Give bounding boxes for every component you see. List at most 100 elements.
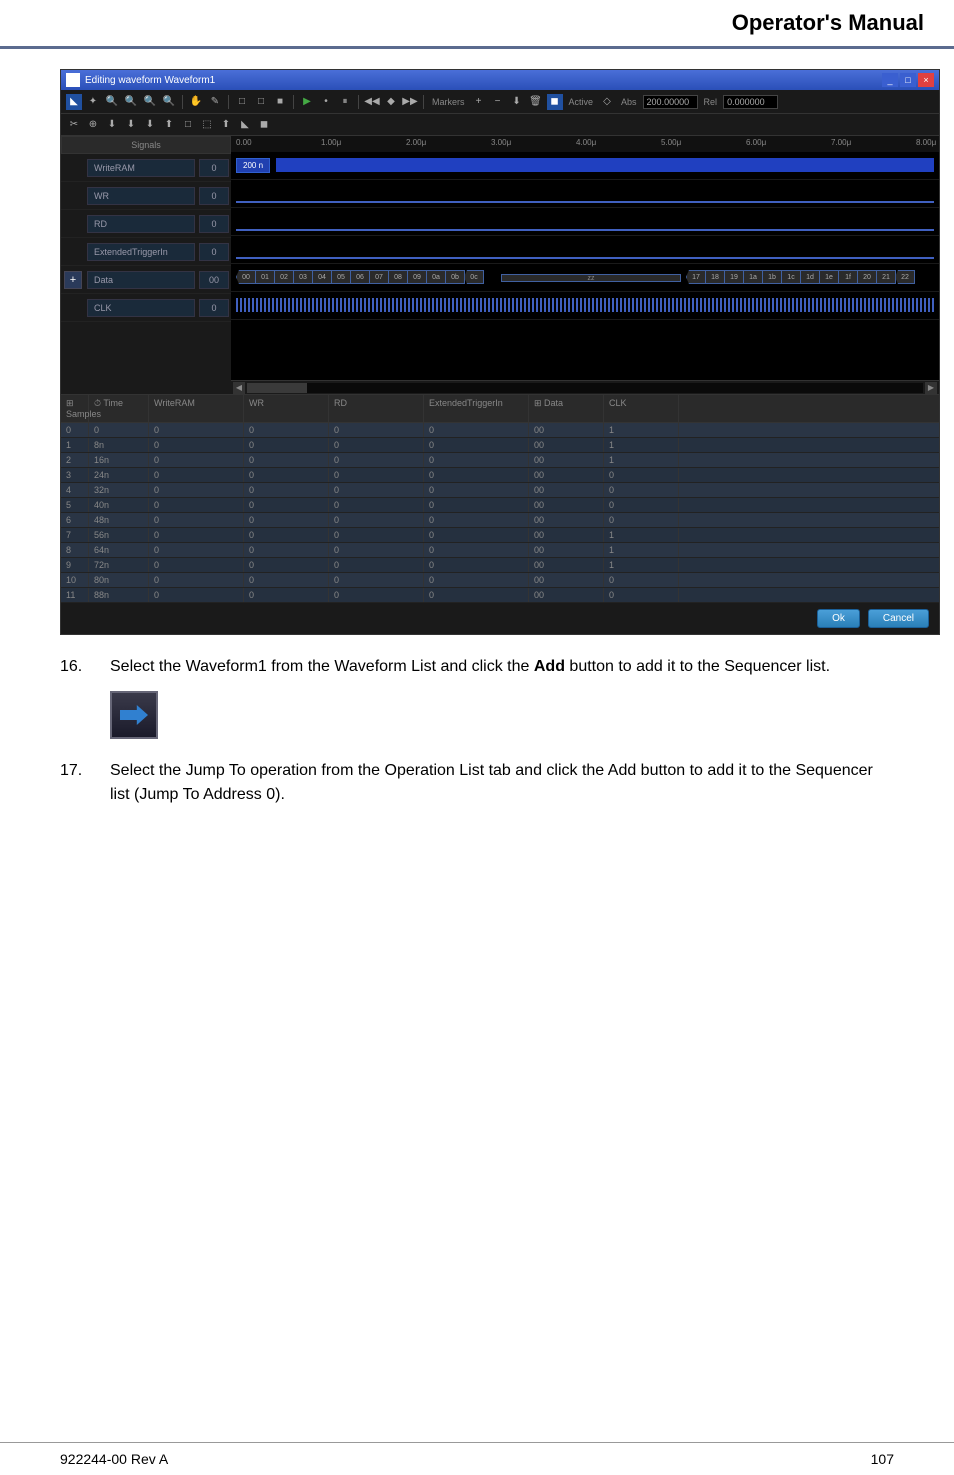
page-footer: 922244-00 Rev A 107 bbox=[0, 1442, 954, 1475]
cut-icon[interactable]: □ bbox=[234, 94, 250, 110]
prev-icon[interactable]: ◆ bbox=[383, 94, 399, 110]
marker-add-icon[interactable]: + bbox=[471, 94, 487, 110]
tool2-icon[interactable]: ⬚ bbox=[199, 117, 215, 133]
table-row[interactable]: 18n0000001 bbox=[61, 438, 939, 453]
table-row[interactable]: 216n0000001 bbox=[61, 453, 939, 468]
ok-button[interactable]: Ok bbox=[817, 609, 860, 628]
copy-icon[interactable]: □ bbox=[253, 94, 269, 110]
column-header[interactable]: ExtendedTriggerIn bbox=[424, 395, 529, 422]
marker-edit-icon[interactable]: ◼ bbox=[547, 94, 563, 110]
column-header[interactable]: WR bbox=[244, 395, 329, 422]
main-toolbar: ◣ ✦ 🔍 🔍 🔍 🔍 ✋ ✎ □ □ ■ ▶ • ⏸ ◀◀ ◆ ▶▶ Mark… bbox=[61, 90, 939, 114]
minimize-button[interactable]: _ bbox=[882, 73, 898, 87]
signal-row[interactable]: +Data00 bbox=[61, 266, 231, 294]
tool2-icon[interactable]: ✂ bbox=[66, 117, 82, 133]
scroll-left-icon[interactable]: ◀ bbox=[233, 382, 245, 394]
dialog-buttons: Ok Cancel bbox=[61, 603, 939, 634]
table-row[interactable]: 648n0000000 bbox=[61, 513, 939, 528]
table-cell: 10 bbox=[61, 573, 89, 587]
bus-segment: 17 bbox=[686, 270, 706, 284]
page-header: Operator's Manual bbox=[0, 0, 954, 49]
column-header[interactable]: ⊞ Data bbox=[529, 395, 604, 422]
pause-icon[interactable]: ⏸ bbox=[337, 94, 353, 110]
header-title: Operator's Manual bbox=[732, 10, 924, 36]
zoom-fit-icon[interactable]: 🔍 bbox=[161, 94, 177, 110]
table-cell: 00 bbox=[529, 513, 604, 527]
signal-row[interactable]: CLK0 bbox=[61, 294, 231, 322]
table-row[interactable]: 000000001 bbox=[61, 423, 939, 438]
marker-icon[interactable]: ⬇ bbox=[509, 94, 525, 110]
close-button[interactable]: × bbox=[918, 73, 934, 87]
column-header[interactable]: ⏱ Time bbox=[89, 395, 149, 422]
column-header[interactable]: RD bbox=[329, 395, 424, 422]
tool2-icon[interactable]: ◼ bbox=[256, 117, 272, 133]
abs-input[interactable] bbox=[643, 95, 698, 109]
tool2-icon[interactable]: ⬇ bbox=[142, 117, 158, 133]
bus-segment: 22 bbox=[895, 270, 915, 284]
first-icon[interactable]: ◀◀ bbox=[364, 94, 380, 110]
zoom-out-icon[interactable]: 🔍 bbox=[123, 94, 139, 110]
step-number: 17. bbox=[60, 759, 110, 807]
tool2-icon[interactable]: ⬇ bbox=[123, 117, 139, 133]
wave-track-rd bbox=[231, 208, 939, 236]
table-cell: 72n bbox=[89, 558, 149, 572]
column-header[interactable]: CLK bbox=[604, 395, 679, 422]
play-icon[interactable]: ▶ bbox=[299, 94, 315, 110]
table-row[interactable]: 756n0000001 bbox=[61, 528, 939, 543]
zoom-icon[interactable]: 🔍 bbox=[142, 94, 158, 110]
scroll-track[interactable] bbox=[247, 383, 923, 393]
tool2-icon[interactable]: ◣ bbox=[237, 117, 253, 133]
table-cell: 40n bbox=[89, 498, 149, 512]
tool-icon[interactable]: ◣ bbox=[66, 94, 82, 110]
table-cell: 00 bbox=[529, 558, 604, 572]
cursor-icon[interactable]: ✦ bbox=[85, 94, 101, 110]
table-cell: 0 bbox=[149, 513, 244, 527]
signal-row[interactable]: ExtendedTriggerIn0 bbox=[61, 238, 231, 266]
bus-segment: 19 bbox=[724, 270, 744, 284]
paste-icon[interactable]: ■ bbox=[272, 94, 288, 110]
expand-button[interactable]: + bbox=[64, 271, 82, 289]
rel-input[interactable] bbox=[723, 95, 778, 109]
signal-row[interactable]: WriteRAM0 bbox=[61, 154, 231, 182]
tool2-icon[interactable]: ⬆ bbox=[218, 117, 234, 133]
active-icon[interactable]: ◇ bbox=[599, 94, 615, 110]
zoom-in-icon[interactable]: 🔍 bbox=[104, 94, 120, 110]
next-icon[interactable]: ▶▶ bbox=[402, 94, 418, 110]
tool2-icon[interactable]: ⬇ bbox=[104, 117, 120, 133]
horizontal-scrollbar[interactable]: ◀ ▶ bbox=[231, 380, 939, 394]
time-tick: 7.00μ bbox=[831, 138, 851, 147]
separator bbox=[293, 95, 294, 109]
signal-row[interactable]: RD0 bbox=[61, 210, 231, 238]
table-row[interactable]: 432n0000000 bbox=[61, 483, 939, 498]
marker-del-icon[interactable]: 🗑 bbox=[528, 94, 544, 110]
wave-track-writeram: 200 n bbox=[231, 152, 939, 180]
tool2-icon[interactable]: ⊕ bbox=[85, 117, 101, 133]
column-header[interactable]: ⊞ Samples bbox=[61, 395, 89, 422]
rel-label: Rel bbox=[701, 97, 721, 107]
table-cell: 32n bbox=[89, 483, 149, 497]
window-title: Editing waveform Waveform1 bbox=[85, 75, 215, 86]
cancel-button[interactable]: Cancel bbox=[868, 609, 929, 628]
table-row[interactable]: 1188n0000000 bbox=[61, 588, 939, 603]
tool2-icon[interactable]: ⬆ bbox=[161, 117, 177, 133]
table-row[interactable]: 1080n0000000 bbox=[61, 573, 939, 588]
table-row[interactable]: 540n0000000 bbox=[61, 498, 939, 513]
tool2-icon[interactable]: □ bbox=[180, 117, 196, 133]
hand-icon[interactable]: ✋ bbox=[188, 94, 204, 110]
table-row[interactable]: 864n0000001 bbox=[61, 543, 939, 558]
maximize-button[interactable]: □ bbox=[900, 73, 916, 87]
table-cell: 0 bbox=[329, 483, 424, 497]
table-row[interactable]: 972n0000001 bbox=[61, 558, 939, 573]
scroll-thumb[interactable] bbox=[247, 383, 307, 393]
time-tick: 8.00μ bbox=[916, 138, 936, 147]
marker-remove-icon[interactable]: − bbox=[490, 94, 506, 110]
table-cell: 0 bbox=[244, 543, 329, 557]
edit-icon[interactable]: ✎ bbox=[207, 94, 223, 110]
column-header[interactable]: WriteRAM bbox=[149, 395, 244, 422]
scroll-right-icon[interactable]: ▶ bbox=[925, 382, 937, 394]
signal-value: 0 bbox=[199, 243, 229, 261]
wave-track-trigger bbox=[231, 236, 939, 264]
dot-icon[interactable]: • bbox=[318, 94, 334, 110]
signal-row[interactable]: WR0 bbox=[61, 182, 231, 210]
table-row[interactable]: 324n0000000 bbox=[61, 468, 939, 483]
